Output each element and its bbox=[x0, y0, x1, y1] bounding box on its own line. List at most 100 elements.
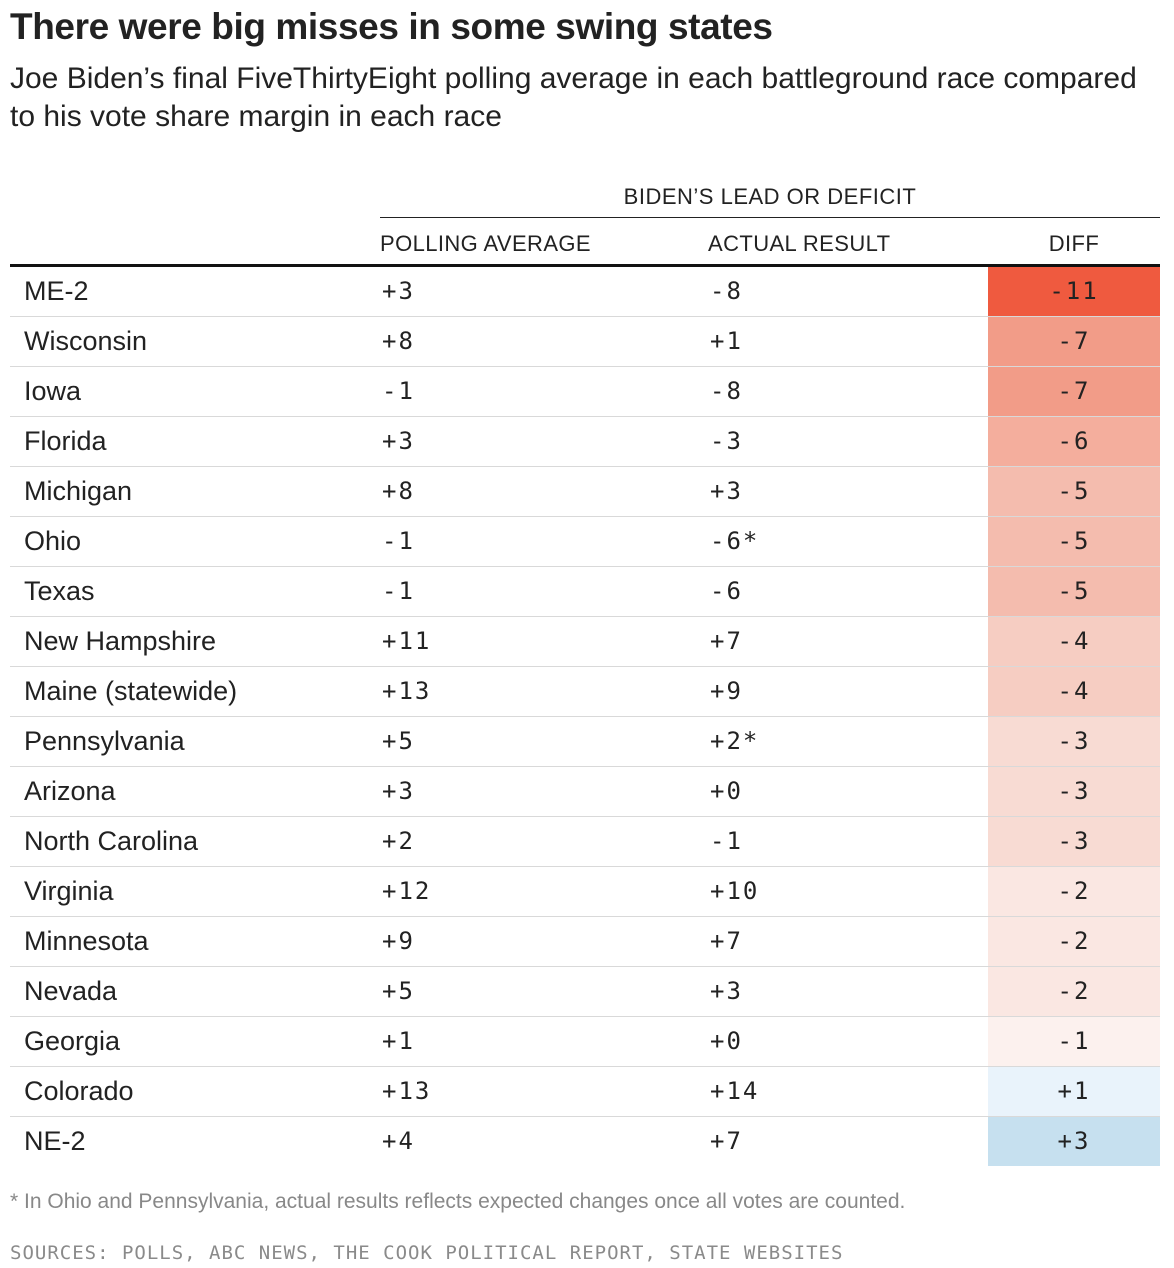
diff-cell: +1 bbox=[988, 1067, 1160, 1116]
polling-average-cell: +2 bbox=[382, 827, 415, 855]
state-name-cell: Arizona bbox=[24, 776, 116, 806]
polling-average-cell: +13 bbox=[382, 677, 432, 705]
state-name-cell: Texas bbox=[24, 576, 95, 606]
diff-cell: -5 bbox=[988, 517, 1160, 566]
actual-result-cell: -6* bbox=[710, 527, 760, 555]
polling-average-cell: +8 bbox=[382, 477, 415, 505]
actual-result-cell: -1 bbox=[710, 827, 743, 855]
group-header: BIDEN’S LEAD OR DEFICIT bbox=[623, 184, 917, 209]
table-row: Virginia +12 +10 -2 bbox=[10, 867, 1160, 917]
state-name-cell: ME-2 bbox=[24, 276, 89, 306]
state-name-cell: Wisconsin bbox=[24, 326, 148, 356]
polling-average-cell: +11 bbox=[382, 627, 432, 655]
actual-result-cell: +2* bbox=[710, 727, 760, 755]
actual-result-cell: +7 bbox=[710, 627, 743, 655]
state-name-cell: Pennsylvania bbox=[24, 726, 185, 756]
diff-cell: -4 bbox=[988, 667, 1160, 716]
actual-result-cell: +3 bbox=[710, 977, 743, 1005]
state-name-cell: Colorado bbox=[24, 1076, 134, 1106]
table-row: Georgia +1 +0 -1 bbox=[10, 1017, 1160, 1067]
state-name-cell: North Carolina bbox=[24, 826, 199, 856]
polling-average-cell: +3 bbox=[382, 777, 415, 805]
diff-cell: -3 bbox=[988, 817, 1160, 866]
state-name-cell: Michigan bbox=[24, 476, 133, 506]
actual-result-cell: +14 bbox=[710, 1077, 760, 1105]
actual-result-cell: +3 bbox=[710, 477, 743, 505]
column-header-polling-average: POLLING AVERAGE bbox=[380, 231, 592, 256]
diff-cell: -2 bbox=[988, 867, 1160, 916]
data-table-body: ME-2 +3 -8 -11 Wisconsin +8 +1 -7 Iowa -1 -8 -7 Flor… bbox=[10, 267, 1160, 1167]
state-name-cell: Ohio bbox=[24, 526, 82, 556]
diff-cell: +3 bbox=[988, 1117, 1160, 1166]
polling-average-cell: +4 bbox=[382, 1127, 415, 1155]
diff-cell: -1 bbox=[988, 1017, 1160, 1066]
polling-average-cell: +9 bbox=[382, 927, 415, 955]
diff-cell: -6 bbox=[988, 417, 1160, 466]
polling-average-cell: -1 bbox=[382, 527, 415, 555]
diff-cell: -2 bbox=[988, 967, 1160, 1016]
diff-cell: -2 bbox=[988, 917, 1160, 966]
table-row: Maine (statewide) +13 +9 -4 bbox=[10, 667, 1160, 717]
state-name-cell: Maine (statewide) bbox=[24, 676, 238, 706]
actual-result-cell: +1 bbox=[710, 327, 743, 355]
table-row: NE-2 +4 +7 +3 bbox=[10, 1117, 1160, 1167]
table-row: Texas -1 -6 -5 bbox=[10, 567, 1160, 617]
column-header-diff: DIFF bbox=[1048, 231, 1100, 256]
polling-average-cell: +5 bbox=[382, 727, 415, 755]
group-header-rule bbox=[380, 217, 1160, 218]
actual-result-cell: +0 bbox=[710, 777, 743, 805]
state-name-cell: NE-2 bbox=[24, 1126, 86, 1156]
table-row: Arizona +3 +0 -3 bbox=[10, 767, 1160, 817]
diff-cell: -11 bbox=[988, 267, 1160, 316]
polling-average-cell: -1 bbox=[382, 377, 415, 405]
actual-result-cell: -6 bbox=[710, 577, 743, 605]
polling-average-cell: +3 bbox=[382, 427, 415, 455]
polling-average-cell: -1 bbox=[382, 577, 415, 605]
table-row: North Carolina +2 -1 -3 bbox=[10, 817, 1160, 867]
table-row: ME-2 +3 -8 -11 bbox=[10, 267, 1160, 317]
state-name-cell: Nevada bbox=[24, 976, 118, 1006]
actual-result-cell: +10 bbox=[710, 877, 760, 905]
polling-average-cell: +1 bbox=[382, 1027, 415, 1055]
table-row: Michigan +8 +3 -5 bbox=[10, 467, 1160, 517]
polling-average-cell: +13 bbox=[382, 1077, 432, 1105]
chart-title: There were big misses in some swing stat… bbox=[10, 6, 773, 47]
chart-subtitle: Joe Biden’s final FiveThirtyEight pollin… bbox=[10, 62, 1137, 133]
actual-result-cell: -8 bbox=[710, 277, 743, 305]
polling-average-cell: +3 bbox=[382, 277, 415, 305]
diff-cell: -3 bbox=[988, 717, 1160, 766]
sources-note: SOURCES: POLLS, ABC NEWS, THE COOK POLIT… bbox=[10, 1242, 844, 1264]
table-row: Minnesota +9 +7 -2 bbox=[10, 917, 1160, 967]
state-name-cell: Minnesota bbox=[24, 926, 149, 956]
footnote: * In Ohio and Pennsylvania, actual resul… bbox=[10, 1190, 906, 1213]
polling-average-cell: +12 bbox=[382, 877, 432, 905]
diff-cell: -7 bbox=[988, 317, 1160, 366]
actual-result-cell: +7 bbox=[710, 1127, 743, 1155]
actual-result-cell: -3 bbox=[710, 427, 743, 455]
state-name-cell: Iowa bbox=[24, 376, 82, 406]
state-name-cell: New Hampshire bbox=[24, 626, 217, 656]
table-row: Nevada +5 +3 -2 bbox=[10, 967, 1160, 1017]
actual-result-cell: -8 bbox=[710, 377, 743, 405]
header-rule bbox=[10, 264, 1160, 267]
actual-result-cell: +9 bbox=[710, 677, 743, 705]
state-name-cell: Georgia bbox=[24, 1026, 121, 1056]
column-header-actual-result: ACTUAL RESULT bbox=[708, 231, 891, 256]
table-row: Colorado +13 +14 +1 bbox=[10, 1067, 1160, 1117]
diff-cell: -4 bbox=[988, 617, 1160, 666]
diff-cell: -5 bbox=[988, 467, 1160, 516]
polling-average-cell: +5 bbox=[382, 977, 415, 1005]
diff-cell: -3 bbox=[988, 767, 1160, 816]
table-row: Pennsylvania +5 +2* -3 bbox=[10, 717, 1160, 767]
diff-cell: -7 bbox=[988, 367, 1160, 416]
table-row: Florida +3 -3 -6 bbox=[10, 417, 1160, 467]
table-row: New Hampshire +11 +7 -4 bbox=[10, 617, 1160, 667]
table-row: Wisconsin +8 +1 -7 bbox=[10, 317, 1160, 367]
table-row: Ohio -1 -6* -5 bbox=[10, 517, 1160, 567]
state-name-cell: Virginia bbox=[24, 876, 114, 906]
actual-result-cell: +0 bbox=[710, 1027, 743, 1055]
state-name-cell: Florida bbox=[24, 426, 107, 456]
polling-average-cell: +8 bbox=[382, 327, 415, 355]
table-row: Iowa -1 -8 -7 bbox=[10, 367, 1160, 417]
actual-result-cell: +7 bbox=[710, 927, 743, 955]
